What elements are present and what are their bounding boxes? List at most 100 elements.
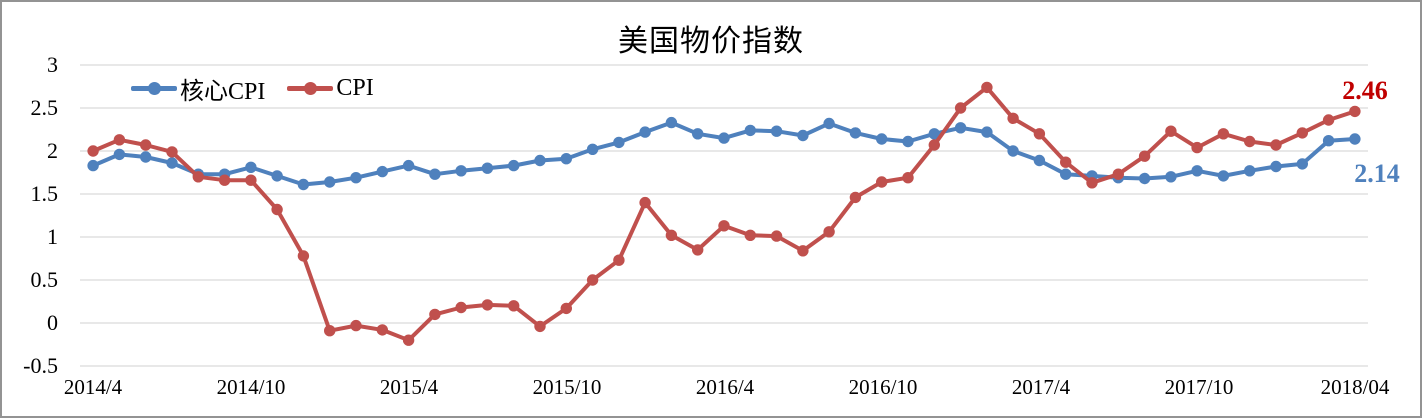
data-point — [271, 203, 283, 216]
data-point — [928, 139, 940, 151]
x-tick-label: 2017/10 — [1164, 375, 1234, 399]
data-point — [797, 245, 809, 257]
core-cpi-line-marker-icon — [131, 81, 177, 95]
data-point — [928, 128, 940, 140]
data-point — [1086, 177, 1098, 189]
y-tick-label: 2.5 — [30, 95, 59, 120]
data-point — [692, 244, 704, 256]
x-tick-label: 2016/10 — [848, 375, 918, 399]
data-point — [718, 132, 730, 144]
data-point — [1165, 171, 1177, 183]
data-point — [981, 81, 993, 94]
data-point — [1165, 125, 1177, 137]
data-point — [1217, 170, 1230, 182]
data-point — [402, 334, 415, 346]
data-point — [1138, 150, 1151, 162]
legend-label: CPI — [336, 74, 374, 101]
legend-item-cpi: CPI — [287, 74, 374, 102]
data-point — [1112, 168, 1125, 180]
data-point — [744, 124, 756, 137]
data-point — [823, 226, 835, 238]
data-point — [639, 126, 651, 138]
data-point — [376, 324, 388, 336]
data-point — [245, 161, 257, 173]
x-tick-label: 2015/10 — [532, 375, 602, 399]
data-point — [1033, 128, 1046, 140]
data-point — [1270, 139, 1282, 151]
data-point — [113, 134, 126, 146]
y-tick-label: -0.5 — [23, 353, 58, 378]
data-point — [849, 191, 862, 204]
data-point — [324, 176, 336, 188]
data-point — [560, 302, 572, 315]
data-point — [1322, 114, 1335, 126]
chart-title: 美国物价指数 — [618, 25, 804, 58]
data-point — [1322, 135, 1335, 147]
y-tick-label: 1.5 — [30, 181, 59, 206]
data-point — [245, 174, 257, 186]
data-point — [350, 319, 362, 332]
x-tick-label: 2014/10 — [216, 375, 286, 399]
data-point — [218, 174, 231, 186]
data-point — [613, 254, 625, 266]
data-point — [402, 159, 415, 172]
data-point — [902, 172, 914, 184]
data-point — [140, 139, 152, 151]
data-point — [639, 196, 651, 209]
data-point — [429, 308, 441, 321]
data-point — [1191, 165, 1203, 177]
data-point — [770, 230, 783, 242]
data-point — [744, 229, 756, 241]
y-tick-label: 0 — [47, 310, 58, 335]
data-point — [87, 145, 99, 157]
data-point — [87, 159, 99, 172]
y-tick-label: 3 — [47, 52, 58, 77]
data-point — [166, 146, 178, 158]
cpi-last-value-label: 2.46 — [1342, 76, 1388, 105]
x-tick-label: 2017/4 — [1011, 375, 1071, 399]
data-point — [1033, 154, 1046, 167]
data-point — [192, 171, 204, 183]
data-point — [665, 116, 678, 129]
data-point — [1349, 105, 1361, 118]
data-point — [376, 165, 388, 178]
data-point — [876, 176, 888, 188]
data-point — [613, 136, 625, 149]
data-point — [297, 250, 310, 262]
data-point — [429, 168, 441, 180]
legend: 核心CPI CPI — [131, 73, 374, 105]
data-point — [271, 170, 283, 182]
x-tick-label: 2018/04 — [1320, 375, 1390, 399]
data-point — [823, 117, 835, 130]
data-point — [586, 274, 599, 286]
data-point — [560, 153, 572, 165]
data-point — [481, 299, 494, 311]
data-point — [508, 159, 520, 172]
data-point — [166, 157, 178, 169]
data-point — [481, 162, 494, 174]
y-tick-label: 0.5 — [30, 267, 59, 292]
data-point — [1007, 145, 1019, 157]
data-point — [1060, 168, 1072, 180]
y-tick-label: 1 — [47, 224, 58, 249]
data-point — [534, 320, 546, 333]
data-point — [350, 172, 362, 184]
data-point — [1296, 158, 1309, 170]
data-point — [1270, 160, 1282, 173]
data-point — [876, 133, 888, 145]
legend-label: 核心CPI — [180, 78, 266, 105]
gridlines — [80, 64, 1368, 367]
x-tick-label: 2015/4 — [379, 375, 439, 399]
data-point — [1296, 127, 1309, 139]
series-cpi — [87, 81, 1361, 346]
data-point — [849, 127, 862, 139]
data-point — [586, 143, 599, 155]
data-point — [981, 126, 993, 138]
data-point — [140, 151, 152, 163]
data-point — [508, 300, 520, 312]
data-point — [1191, 141, 1203, 154]
data-point — [902, 135, 914, 148]
data-point — [455, 165, 467, 177]
